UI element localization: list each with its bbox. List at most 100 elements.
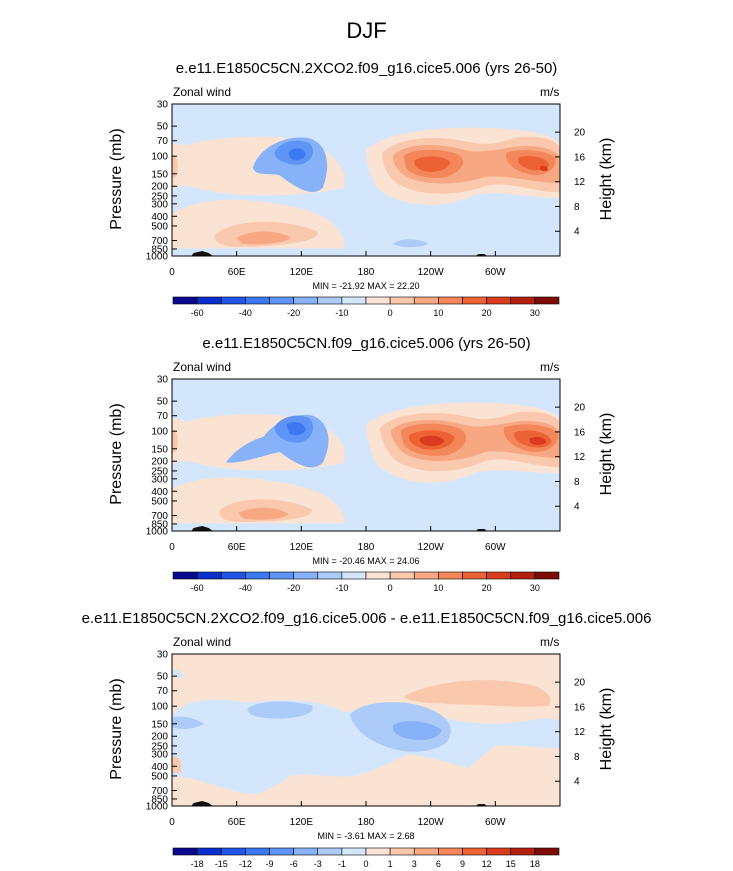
colorbar-cell <box>293 847 319 856</box>
pressure-tick-label: 150 <box>151 169 168 180</box>
colorbar-label: 12 <box>482 859 492 869</box>
colorbar-cell <box>269 296 294 305</box>
pressure-tick-label: 300 <box>151 474 168 485</box>
colorbar-cell <box>220 571 246 580</box>
topography <box>191 526 213 531</box>
height-tick-label: 16 <box>574 152 586 163</box>
stats-label: MIN = -20.46 MAX = 24.06 <box>312 556 420 566</box>
colorbar-label: 0 <box>388 583 393 593</box>
colorbar-cell <box>196 847 222 856</box>
pressure-tick-label: 700 <box>151 511 168 522</box>
height-tick-label: 16 <box>574 702 586 713</box>
colorbar-label: 20 <box>482 308 492 318</box>
contour-fill <box>172 127 560 256</box>
pressure-tick-label: 200 <box>151 457 168 468</box>
pressure-tick-label: 70 <box>157 686 169 697</box>
contour-region-6 <box>419 435 547 446</box>
panel-0: 3050701001502002503004005007008501000201… <box>146 100 586 319</box>
contour-region-4 <box>403 149 556 178</box>
pressure-tick-label: 500 <box>151 221 168 232</box>
height-tick-label: 4 <box>574 502 580 513</box>
lon-tick-label: 120E <box>290 542 314 553</box>
stats-label: MIN = -21.92 MAX = 22.20 <box>312 281 420 291</box>
lon-tick-label: 60E <box>228 267 246 278</box>
pressure-tick-label: 200 <box>151 732 168 743</box>
contour-region-8 <box>172 429 178 454</box>
colorbar-label: -9 <box>265 859 273 869</box>
colorbar-cell <box>486 571 512 580</box>
contour-region-11 <box>288 148 306 161</box>
height-tick-label: 12 <box>574 452 586 463</box>
contour-region-1 <box>172 699 560 795</box>
y-axis-label: Pressure (mb) <box>108 403 125 505</box>
height-tick-label: 20 <box>574 128 586 139</box>
pressure-tick-label: 300 <box>151 749 168 760</box>
pressure-tick-label: 300 <box>151 199 168 210</box>
pressure-tick-label: 1000 <box>146 252 169 263</box>
colorbar-label: 30 <box>530 308 540 318</box>
field-label: Zonal wind <box>173 635 232 649</box>
units-label: m/s <box>540 360 560 374</box>
contour-fill <box>172 654 560 806</box>
colorbar-cell <box>269 571 294 580</box>
y-axis-label-right: Height (km) <box>598 412 615 496</box>
lon-tick-label: 60W <box>485 267 506 278</box>
colorbar-label: 30 <box>530 583 540 593</box>
figure-title: DJF <box>346 18 387 43</box>
colorbar-cell <box>293 571 319 580</box>
colorbar-cell <box>341 296 367 305</box>
colorbar-cell <box>510 847 536 856</box>
colorbar-label: 0 <box>388 308 393 318</box>
pressure-tick-label: 400 <box>151 762 168 773</box>
colorbar-cell <box>413 847 439 856</box>
colorbar-label: 0 <box>363 859 368 869</box>
contour-region-7 <box>172 143 186 190</box>
contour-region-5 <box>408 430 552 450</box>
colorbar-cell <box>462 571 487 580</box>
colorbar-cell <box>245 296 270 305</box>
height-tick-label: 20 <box>574 678 586 689</box>
colorbar-label: -15 <box>215 859 228 869</box>
colorbar-cell <box>534 296 560 305</box>
colorbar-cell <box>389 571 415 580</box>
colorbar-label: 10 <box>433 583 443 593</box>
pressure-tick-label: 250 <box>151 191 168 202</box>
colorbar-label: -60 <box>191 308 204 318</box>
lon-tick-label: 180 <box>358 817 375 828</box>
lon-tick-label: 0 <box>169 542 175 553</box>
pressure-tick-label: 500 <box>151 771 168 782</box>
colorbar-label: -40 <box>239 583 252 593</box>
colorbar-cell <box>486 296 512 305</box>
colorbar-cell <box>172 571 198 580</box>
lon-tick-label: 120W <box>418 267 445 278</box>
y-axis-label: Pressure (mb) <box>108 678 125 780</box>
height-tick-label: 8 <box>574 752 580 763</box>
pressure-tick-label: 700 <box>151 786 168 797</box>
colorbar-cell <box>389 296 415 305</box>
contour-region-5 <box>414 156 550 172</box>
field-label: Zonal wind <box>173 360 232 374</box>
colorbar-label: 1 <box>388 859 393 869</box>
colorbar-label: 3 <box>412 859 417 869</box>
colorbar-cell <box>389 847 415 856</box>
colorbar-cell <box>245 571 270 580</box>
colorbar-cell <box>317 296 343 305</box>
panel-2: 3050701001502002503004005007008501000201… <box>146 650 586 870</box>
contour-region-6 <box>540 165 548 172</box>
panel-1: 3050701001502002503004005007008501000201… <box>146 375 586 594</box>
colorbar-cell <box>245 847 270 856</box>
colorbar-cell <box>196 571 222 580</box>
colorbar-label: 15 <box>506 859 516 869</box>
contour-region-7 <box>403 680 551 707</box>
height-tick-label: 12 <box>574 177 586 188</box>
colorbar-cell <box>413 296 439 305</box>
pressure-tick-label: 1000 <box>146 527 169 538</box>
colorbar-cell <box>172 296 198 305</box>
colorbar-label: -6 <box>290 859 298 869</box>
colorbar-label: -60 <box>191 583 204 593</box>
contour-region-8 <box>172 154 178 179</box>
colorbar-cell <box>365 296 391 305</box>
lon-tick-label: 60W <box>485 542 506 553</box>
contour-region-6 <box>392 721 442 741</box>
